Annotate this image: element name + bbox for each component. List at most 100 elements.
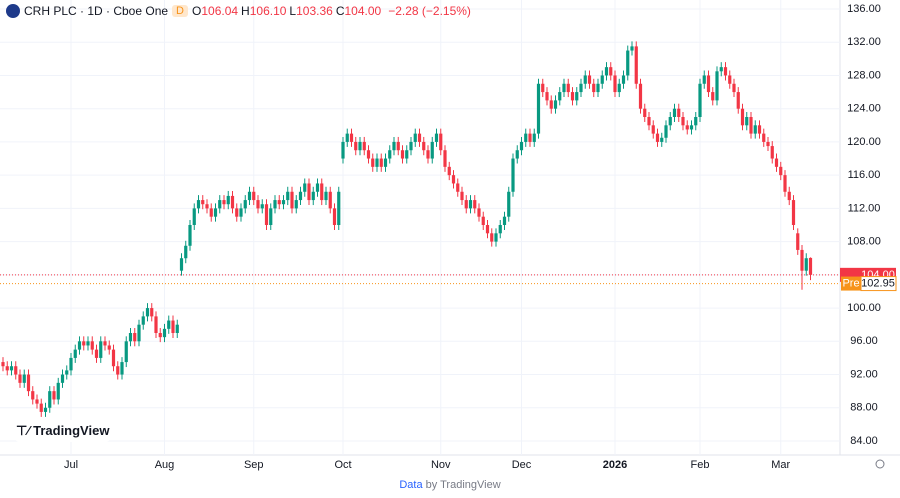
candle-body [753,125,757,134]
legend-text: 103.36 [296,4,333,18]
candle-body [804,258,808,271]
candle-body [621,75,626,84]
y-tick-label: 124.00 [847,103,881,115]
candle-body [358,141,362,151]
candle-body [766,141,770,147]
y-tick-label: 108.00 [847,236,881,248]
candle-body [18,374,22,383]
candle-body [609,67,613,76]
candle-body [252,191,256,201]
candle-body [787,191,791,201]
candle-body [549,100,553,109]
legend: CRH PLC · 1D · Cboe One D O106.04 H106.10… [6,4,474,18]
candle-body [626,50,630,76]
candle-body [290,191,294,209]
candle-body [162,328,167,338]
candle-body [719,67,723,72]
candle-body [26,374,31,392]
candle-body [226,195,230,205]
candle-body [728,75,732,84]
y-tick-label: 136.00 [847,3,881,15]
candle-body [349,133,354,142]
candle-body [137,324,141,342]
candle-body [366,150,371,159]
candle-body [273,200,277,209]
candle-body [52,391,56,400]
candle-body [536,83,541,134]
candle-body [706,75,711,93]
x-tick-label: Mar [771,459,790,471]
candle-body [715,71,719,101]
candle-body [774,158,779,167]
legend-key: H [241,4,250,18]
candle-body [9,366,14,371]
candle-body [56,382,60,400]
candle-body [558,92,562,101]
legend-text: 106.10 [249,4,287,18]
candle-body [307,183,311,201]
candle-body [103,341,107,346]
candle-body [60,374,65,383]
y-tick-label: 96.00 [850,335,878,347]
y-tick-label: 128.00 [847,69,881,81]
candle-body [604,67,609,76]
candle-body [736,92,740,109]
candle-body [762,133,766,142]
candle-body [515,150,519,159]
x-tick-label: Jul [64,459,78,471]
candle-body [681,117,685,126]
candle-body [413,133,417,142]
x-tick-label: Aug [155,459,175,471]
candle-body [490,233,494,242]
candle-body [90,341,94,350]
x-tick-label: Sep [244,459,264,471]
candle-body [328,191,332,209]
candle-body [269,208,273,225]
candle-body [485,225,490,234]
candle-body [48,391,52,408]
candle-body [473,200,477,209]
watermark: ⊤⁄ TradingView [10,420,116,442]
candle-body [239,208,243,217]
candle-body [426,150,430,159]
ohlc: O106.04 H106.10 L103.36 C104.00 [192,4,384,18]
pre-market-box [860,276,897,292]
candle-body [668,117,672,126]
badge: D [172,5,188,17]
candle-body [31,391,35,400]
candle-body [596,83,600,93]
settings-icon[interactable] [875,459,885,469]
change: −2.28 (−2.15%) [388,4,471,18]
candle-body [128,333,133,342]
candle-body [800,249,804,271]
candle-body [43,407,48,412]
y-tick-label: 112.00 [848,202,881,214]
candle-body [643,108,647,117]
candle-body [409,141,413,151]
candle-body [723,67,728,76]
candle-body [281,200,286,205]
candle-body [243,200,247,209]
candle-body [298,191,303,201]
candle-body [698,83,702,117]
candle-body [99,341,103,358]
candle-body [655,133,660,142]
candle-body [511,158,515,192]
candle-body [5,366,9,371]
candle-body [579,83,583,93]
candle-body [332,208,337,225]
footer-link[interactable]: Data [399,479,423,491]
candle-body [209,208,213,217]
candle-body [468,200,473,209]
candle-body [422,141,426,151]
candle-body [451,175,456,184]
candle-body [477,208,481,217]
candle-body [664,125,668,138]
candle-body [456,183,460,192]
candle-body [566,83,570,93]
candle-body [218,200,222,209]
candle-body [171,320,175,333]
candle-body [519,141,524,151]
footer-text: by TradingView [425,479,501,491]
